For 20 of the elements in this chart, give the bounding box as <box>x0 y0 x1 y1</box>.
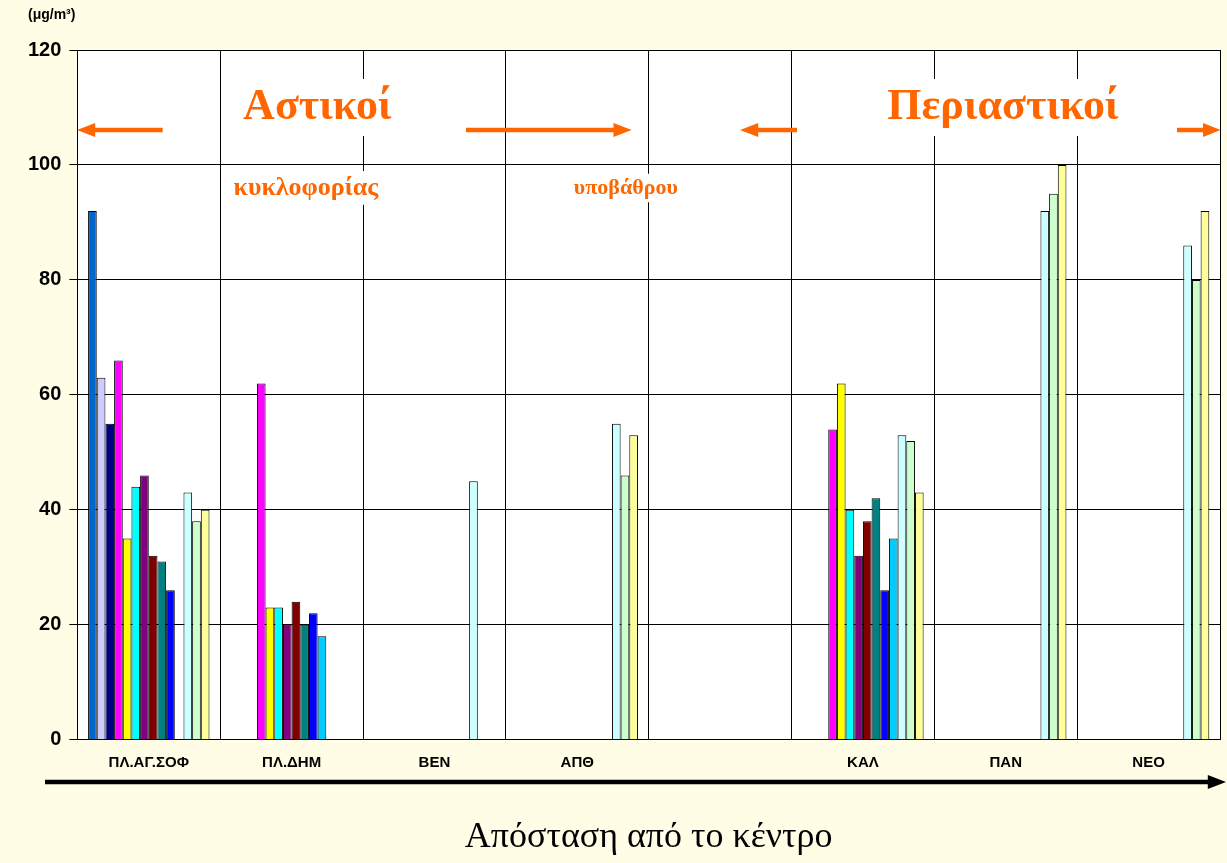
x-tick-label: ΒΕΝ <box>418 752 451 770</box>
y-tick-label: 20 <box>39 612 62 635</box>
x-tick-label: ΠΛ.ΔΗΜ <box>262 752 322 770</box>
y-tick-label: 100 <box>27 152 62 175</box>
annotation: υποβάθρου <box>573 173 678 199</box>
x-tick-label: ΠΑΝ <box>989 752 1023 770</box>
y-tick-label: 80 <box>39 267 62 290</box>
annotation: Αστικοί <box>243 79 392 129</box>
x-tick-label: ΑΠΘ <box>560 752 595 770</box>
y-axis-title: (μg/m³) <box>28 6 76 22</box>
x-tick-label: ΠΛ.ΑΓ.ΣΟΦ <box>108 752 189 770</box>
x-tick-label: ΝΕΟ <box>1132 752 1166 770</box>
y-tick-label: 60 <box>39 382 62 405</box>
annotation: κυκλοφορίας <box>233 171 380 201</box>
y-tick-label: 40 <box>39 497 62 520</box>
x-tick-label: ΚΑΛ <box>847 752 879 770</box>
y-tick-label: 120 <box>27 37 62 60</box>
x-axis-title: Απόσταση από το κέντρο <box>464 814 833 855</box>
y-tick-label: 0 <box>50 727 62 750</box>
annotation: Περιαστικοί <box>887 79 1119 129</box>
